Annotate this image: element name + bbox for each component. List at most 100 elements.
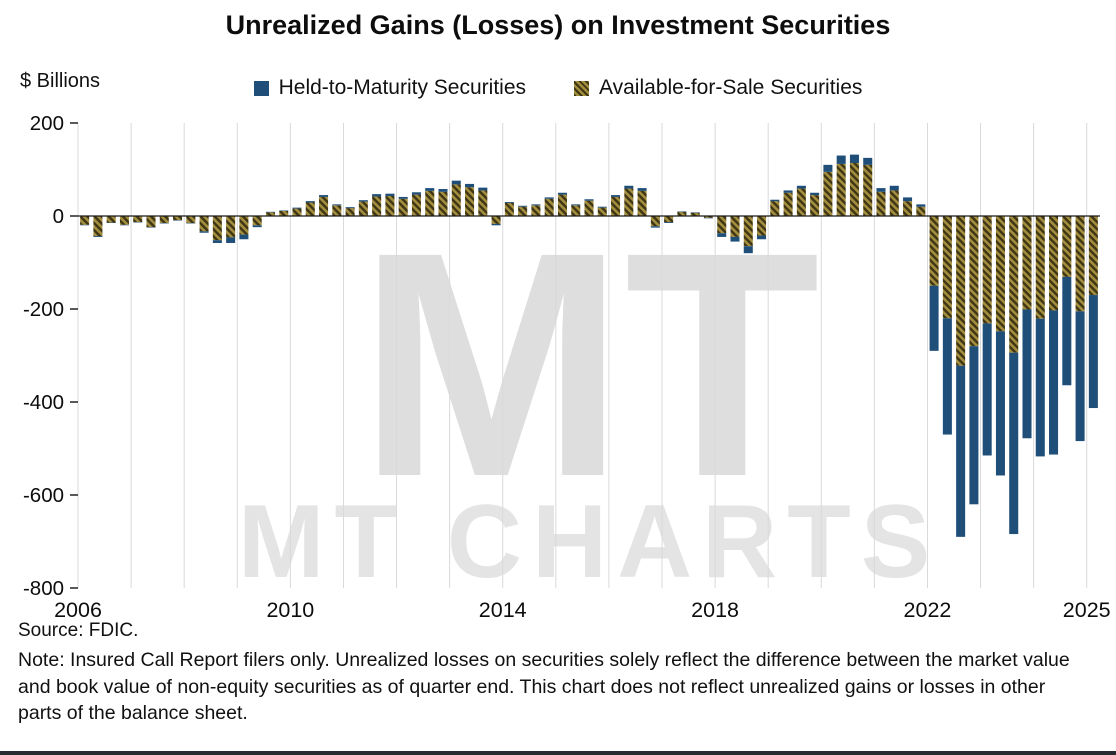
bar-segment xyxy=(982,323,992,456)
bar-segment xyxy=(823,171,833,216)
bar-segment xyxy=(465,187,475,216)
bar-segment xyxy=(212,240,222,243)
bar-segment xyxy=(903,197,913,202)
bar-segment xyxy=(956,365,966,537)
bar-segment xyxy=(836,155,846,164)
bar-segment xyxy=(903,201,913,216)
bar-segment xyxy=(717,233,727,237)
y-axis-unit-label: $ Billions xyxy=(20,70,101,92)
bar-segment xyxy=(478,190,488,216)
bar-segment xyxy=(597,207,607,216)
bar-segment xyxy=(863,157,873,165)
bar-segment xyxy=(863,164,873,216)
bar-segment xyxy=(159,216,169,223)
bar-segment xyxy=(411,194,421,216)
bar-segment xyxy=(916,206,926,216)
y-tick-label: -600 xyxy=(23,484,64,507)
bar-segment xyxy=(504,202,514,203)
bar-segment xyxy=(478,187,488,191)
bar-segment xyxy=(226,237,236,243)
legend-swatch-hatch-icon xyxy=(574,80,589,96)
legend-item-available-for-sale: Available-for-Sale Securities xyxy=(574,76,862,100)
bar-segment xyxy=(730,236,740,242)
y-tick-label: 0 xyxy=(53,205,64,228)
bar-segment xyxy=(279,210,289,216)
bar-segment xyxy=(690,212,700,216)
y-tick-label: -200 xyxy=(23,298,64,321)
bar-segment xyxy=(1075,311,1085,442)
bar-segment xyxy=(836,163,846,216)
bar-segment xyxy=(1022,216,1032,310)
bar-segment xyxy=(239,216,249,235)
bar-segment xyxy=(929,285,939,351)
bar-segment xyxy=(531,205,541,216)
bar-segment xyxy=(425,190,435,216)
legend-label-available-for-sale: Available-for-Sale Securities xyxy=(599,76,863,99)
bar-segment xyxy=(252,225,262,228)
bar-segment xyxy=(677,211,687,216)
bar-segment xyxy=(372,196,382,216)
bar-segment xyxy=(345,208,355,216)
bar-segment xyxy=(372,194,382,197)
bar-segment xyxy=(995,216,1005,332)
bar-segment xyxy=(664,222,674,223)
bar-segment xyxy=(916,204,926,207)
bar-segment xyxy=(93,235,103,237)
bar-segment xyxy=(504,202,514,216)
bar-segment xyxy=(743,246,753,254)
bar-segment xyxy=(1049,216,1059,311)
bar-segment xyxy=(876,188,886,192)
bar-segment xyxy=(106,216,116,223)
bar-segment xyxy=(186,216,196,223)
bar-segment xyxy=(292,207,302,209)
bar-segment xyxy=(889,190,899,216)
bar-segment xyxy=(1022,309,1032,439)
bar-segment xyxy=(637,190,647,216)
bar-segment xyxy=(956,216,966,366)
bar-segment xyxy=(199,216,209,232)
bar-segment xyxy=(411,192,421,195)
bar-segment xyxy=(624,185,634,189)
bar-segment xyxy=(265,212,275,216)
bar-segment xyxy=(1009,352,1019,535)
x-tick-label: 2018 xyxy=(691,598,739,622)
bar-segment xyxy=(239,234,249,240)
bar-segment xyxy=(199,231,209,233)
bar-segment xyxy=(438,189,448,192)
bar-segment xyxy=(942,216,952,319)
bar-segment xyxy=(557,194,567,216)
bar-segment xyxy=(305,202,315,216)
legend-swatch-solid-icon xyxy=(253,80,269,96)
bar-segment xyxy=(730,216,740,237)
bar-segment xyxy=(319,195,329,197)
bar-segment xyxy=(319,196,329,216)
bar-segment xyxy=(770,201,780,216)
bar-segment xyxy=(465,183,475,188)
bar-segment xyxy=(796,188,806,216)
bar-segment xyxy=(597,206,607,208)
y-tick-label: 200 xyxy=(30,112,64,135)
bar-segment xyxy=(849,162,859,216)
bar-segment xyxy=(491,223,501,226)
bar-segment xyxy=(398,196,408,199)
x-axis: 2006 2010 2014 2018 2022 2025 xyxy=(54,598,1111,622)
bar-segment xyxy=(650,216,660,227)
bar-segment xyxy=(743,216,753,247)
bar-segment xyxy=(849,154,859,163)
bar-segment xyxy=(332,205,342,216)
bars xyxy=(80,154,1098,537)
bar-segment xyxy=(1088,295,1098,409)
legend: Held-to-Maturity Securities Available-fo… xyxy=(0,76,1116,100)
bar-segment xyxy=(518,206,528,216)
bar-segment xyxy=(1035,318,1045,457)
source-text: Source: FDIC. xyxy=(18,620,139,641)
note-text: Note: Insured Call Report filers only. U… xyxy=(18,649,1070,725)
bar-segment xyxy=(717,216,727,234)
bar-segment xyxy=(425,188,435,191)
bar-segment xyxy=(345,207,355,209)
bar-segment xyxy=(1009,216,1019,353)
bar-segment xyxy=(637,188,647,191)
bar-segment xyxy=(451,184,461,216)
bar-segment xyxy=(173,216,183,221)
